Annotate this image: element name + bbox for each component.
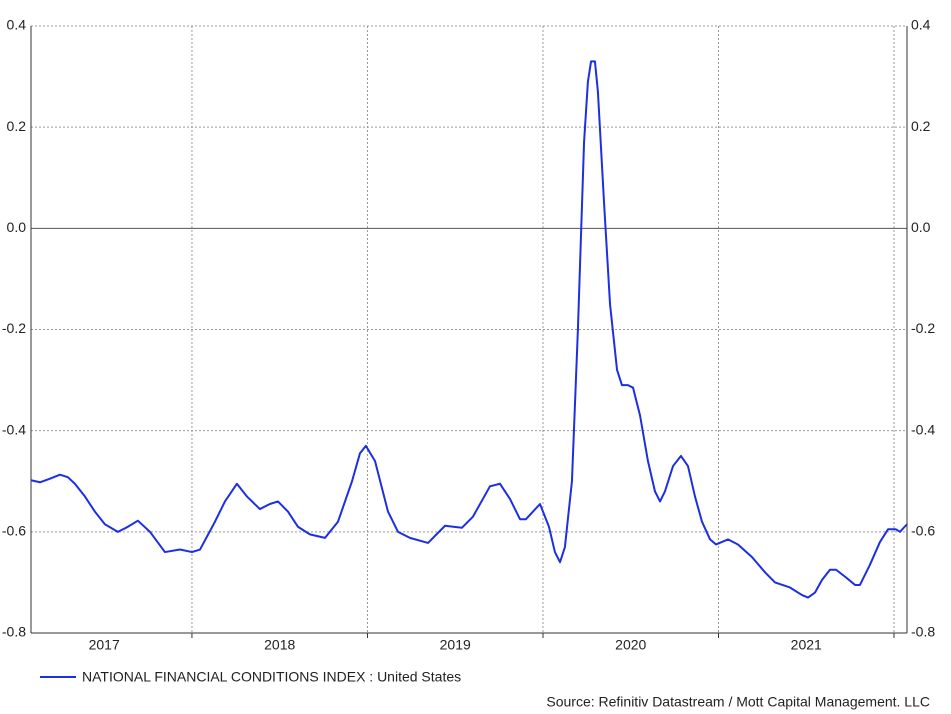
y-tick-label: -0.4 [2,421,26,437]
y2-tick-label: -0.2 [911,320,935,336]
y-tick-label: 0.4 [7,17,27,33]
y-tick-label: -0.2 [2,320,26,336]
x-tick-label: 2017 [89,637,120,653]
y2-tick-label: 0.2 [911,118,931,134]
legend-label: NATIONAL FINANCIAL CONDITIONS INDEX : Un… [82,669,461,685]
x-tick-label: 2019 [440,637,471,653]
x-tick-label: 2021 [791,637,822,653]
y2-tick-label: -0.6 [911,523,935,539]
y2-tick-label: -0.4 [911,421,935,437]
y-tick-label: -0.6 [2,523,26,539]
source-note: Source: Refinitiv Datastream / Mott Capi… [546,694,930,710]
x-tick-label: 2018 [264,637,295,653]
data-line [30,60,908,599]
y2-tick-label: 0.4 [911,17,931,33]
y-tick-label: 0.0 [7,219,27,235]
y2-tick-label: 0.0 [911,219,931,235]
x-tick-label: 2020 [615,637,646,653]
y2-tick-label: -0.8 [911,624,935,640]
y-tick-label: -0.8 [2,624,26,640]
y-tick-label: 0.2 [7,118,27,134]
